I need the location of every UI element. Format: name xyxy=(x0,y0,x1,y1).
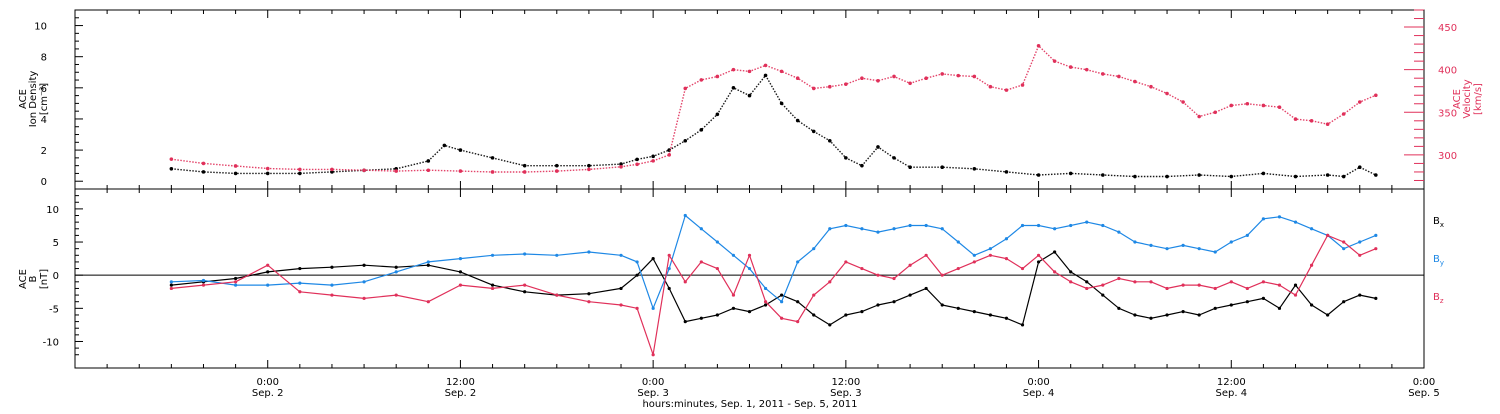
velocity-tick-label: 300 xyxy=(1438,151,1457,162)
data-point xyxy=(169,157,174,161)
x-tick-label-date: Sep. 2 xyxy=(252,388,284,399)
b-tick-label: 10 xyxy=(46,205,59,216)
x-tick-label-date: Sep. 4 xyxy=(1215,388,1247,399)
x-tick-label-time: 12:00 xyxy=(831,377,860,388)
x-tick-label-date: Sep. 2 xyxy=(445,388,477,399)
legend-bz-sub: z xyxy=(1440,297,1444,305)
bottom-ylabel-line2: B xyxy=(28,275,39,282)
series-line xyxy=(171,214,1377,309)
density-tick-label: 4 xyxy=(41,115,47,126)
series-bx xyxy=(169,250,1378,327)
x-axis-title: hours:minutes, Sep. 1, 2011 - Sep. 5, 20… xyxy=(642,399,857,410)
data-point xyxy=(169,286,173,291)
top-ylabel-line3: [cm⁻³] xyxy=(39,83,50,115)
series-trace xyxy=(171,44,1377,173)
data-point xyxy=(298,167,302,172)
series-bz xyxy=(169,233,1378,357)
data-point xyxy=(554,169,559,173)
bottom-ylabel-line3: [nT] xyxy=(39,269,50,289)
data-point xyxy=(1165,174,1169,179)
data-point xyxy=(201,170,206,174)
data-point xyxy=(940,165,945,170)
legend-bx: Bx xyxy=(1433,216,1444,229)
data-point xyxy=(1374,296,1378,300)
x-tick-label-time: 12:00 xyxy=(1217,377,1246,388)
b-tick-label: 0 xyxy=(53,271,59,282)
density-tick-label: 8 xyxy=(41,53,47,64)
top-right-ylabel-line3: [km/s] xyxy=(1473,83,1484,115)
series-by xyxy=(169,213,1378,310)
data-point xyxy=(169,280,173,284)
data-point xyxy=(298,171,302,176)
series-velocity xyxy=(169,44,1378,174)
top-right-axis: 300 350 400 450 xyxy=(1404,9,1457,181)
series-trace xyxy=(171,74,1377,178)
top-left-axis: 0 2 4 6 8 10 xyxy=(34,17,83,188)
data-point xyxy=(587,163,591,168)
x-tick-label-time: 0:00 xyxy=(1027,377,1049,388)
x-tick-label-date: Sep. 3 xyxy=(830,388,862,399)
b-tick-label: -5 xyxy=(49,304,59,315)
series-ion-density xyxy=(169,73,1378,179)
velocity-tick-label: 450 xyxy=(1438,23,1457,34)
data-point xyxy=(1036,173,1041,177)
data-point xyxy=(201,161,206,166)
legend-bz: Bz xyxy=(1433,292,1444,305)
x-tick-label-date: Sep. 4 xyxy=(1023,388,1055,399)
legend-by-sub: y xyxy=(1440,259,1444,267)
velocity-tick-label: 350 xyxy=(1438,108,1457,119)
top-right-ylabel-line2: Velocity xyxy=(1462,79,1473,118)
data-point xyxy=(442,143,447,148)
b-tick-label: 5 xyxy=(53,238,59,249)
data-point xyxy=(908,165,912,170)
density-tick-label: 10 xyxy=(34,22,47,33)
data-point xyxy=(169,166,174,171)
data-point xyxy=(1261,171,1266,176)
series-line xyxy=(171,251,1376,326)
x-tick-label-time: 0:00 xyxy=(1413,377,1435,388)
density-tick-label: 2 xyxy=(41,146,47,157)
x-tick-label-time: 12:00 xyxy=(446,377,475,388)
data-point xyxy=(1293,174,1298,179)
top-right-ylabel-line1: ACE xyxy=(1452,89,1463,109)
series-line xyxy=(171,234,1377,356)
data-point xyxy=(426,168,431,173)
x-tick-label-date: Sep. 3 xyxy=(637,388,669,399)
data-point xyxy=(330,167,334,172)
top-ylabel-line2: Ion Density xyxy=(28,71,39,128)
density-tick-label: 0 xyxy=(41,177,47,188)
x-tick-label-date: Sep. 5 xyxy=(1408,388,1440,399)
top-ylabel-line1: ACE xyxy=(18,89,29,109)
data-point xyxy=(1309,119,1314,123)
bottom-left-axis: -10 -5 0 5 10 xyxy=(43,195,83,356)
density-tick-label: 6 xyxy=(41,84,47,95)
data-point xyxy=(1068,171,1073,176)
x-tick-label-time: 0:00 xyxy=(256,377,278,388)
data-point xyxy=(635,162,639,167)
b-tick-label: -10 xyxy=(43,337,59,348)
legend-bz-main: B xyxy=(1433,292,1440,303)
data-point xyxy=(330,170,334,174)
data-point xyxy=(522,170,527,174)
data-point xyxy=(1293,117,1298,121)
legend-bx-sub: x xyxy=(1440,221,1444,229)
data-point xyxy=(956,73,961,78)
bottom-panel-frame xyxy=(74,188,1425,369)
legend-by-main: B xyxy=(1433,254,1440,265)
x-tick-label-time: 0:00 xyxy=(642,377,664,388)
legend-bx-main: B xyxy=(1433,216,1440,227)
top-panel-frame xyxy=(74,9,1425,190)
bottom-ylabel-line1: ACE xyxy=(18,269,29,289)
data-point xyxy=(1374,93,1378,98)
velocity-tick-label: 400 xyxy=(1438,66,1457,77)
legend-by: By xyxy=(1433,254,1444,267)
data-point xyxy=(458,169,463,173)
data-point xyxy=(233,164,238,168)
data-point xyxy=(169,283,173,287)
chart-marks xyxy=(169,44,1378,357)
data-point xyxy=(554,163,559,168)
